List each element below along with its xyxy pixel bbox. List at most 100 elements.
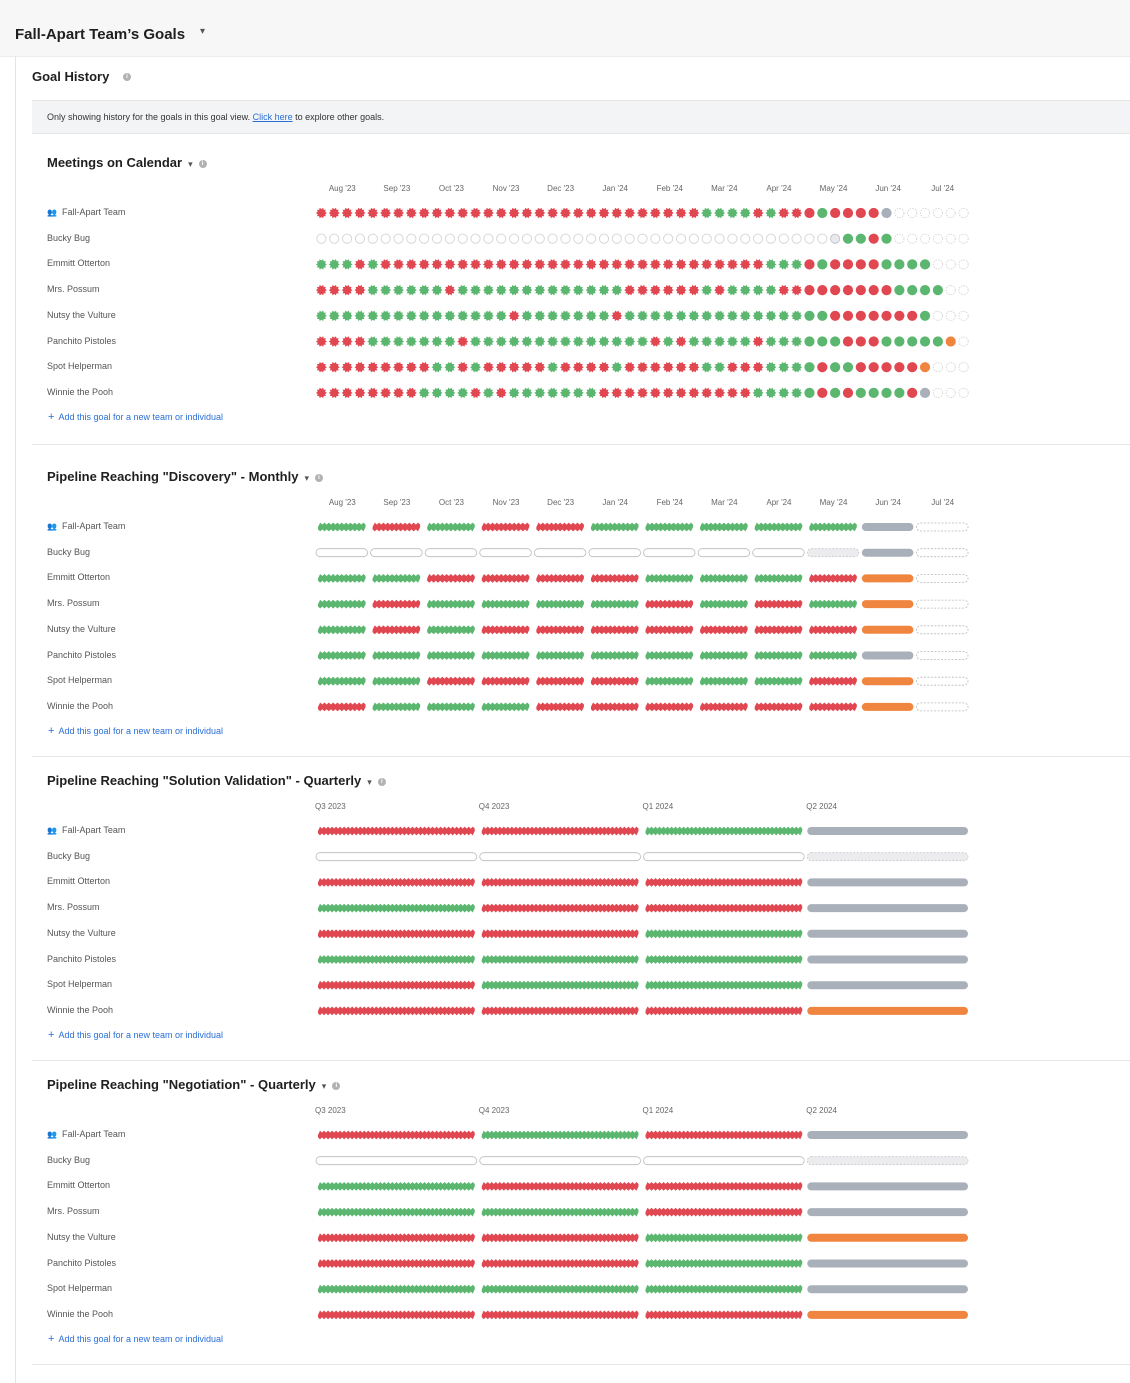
week-status-dot[interactable] — [611, 310, 623, 322]
quarter-status-bar[interactable] — [645, 903, 803, 913]
week-status-dot[interactable] — [791, 259, 803, 270]
week-status-dot[interactable] — [675, 207, 687, 219]
week-status-dot[interactable] — [624, 387, 636, 399]
week-status-dot[interactable] — [752, 361, 764, 373]
week-status-dot[interactable] — [842, 387, 854, 398]
month-status-bar[interactable] — [916, 676, 969, 686]
week-status-dot[interactable] — [688, 259, 700, 270]
month-status-bar[interactable] — [809, 651, 857, 660]
week-status-dot[interactable] — [637, 336, 648, 347]
add-goal-link[interactable]: + Add this goal for a new team or individ… — [48, 1333, 223, 1345]
week-status-dot[interactable] — [444, 336, 456, 347]
row-label[interactable]: Nutsy the Vulture — [47, 310, 116, 320]
week-status-dot[interactable] — [521, 284, 533, 296]
week-status-dot[interactable] — [958, 233, 969, 244]
week-status-dot[interactable] — [778, 233, 789, 244]
week-status-dot[interactable] — [598, 361, 610, 373]
week-status-dot[interactable] — [431, 310, 443, 322]
week-status-dot[interactable] — [572, 361, 584, 373]
week-status-dot[interactable] — [765, 284, 777, 296]
week-status-dot[interactable] — [932, 310, 943, 321]
month-status-bar[interactable] — [427, 574, 475, 583]
week-status-dot[interactable] — [675, 284, 687, 296]
week-status-dot[interactable] — [495, 284, 507, 296]
week-status-dot[interactable] — [521, 361, 533, 373]
week-status-dot[interactable] — [508, 284, 520, 296]
week-status-dot[interactable] — [342, 233, 353, 244]
month-status-bar[interactable] — [754, 651, 803, 660]
week-status-dot[interactable] — [406, 233, 417, 244]
week-status-dot[interactable] — [842, 259, 854, 270]
week-status-dot[interactable] — [315, 259, 327, 270]
week-status-dot[interactable] — [431, 361, 443, 373]
week-status-dot[interactable] — [559, 387, 571, 399]
week-status-dot[interactable] — [521, 259, 533, 270]
row-label[interactable]: Winnie the Pooh — [47, 1309, 113, 1319]
quarter-status-bar[interactable] — [643, 852, 805, 862]
week-status-dot[interactable] — [649, 259, 661, 270]
week-status-dot[interactable] — [830, 259, 841, 270]
week-status-dot[interactable] — [367, 387, 379, 399]
quarter-status-bar[interactable] — [645, 1207, 803, 1217]
week-status-dot[interactable] — [470, 259, 482, 270]
week-status-dot[interactable] — [714, 387, 726, 399]
month-status-bar[interactable] — [536, 599, 584, 609]
week-status-dot[interactable] — [701, 284, 713, 296]
row-label[interactable]: Panchito Pistoles — [47, 1258, 116, 1268]
row-label[interactable]: Nutsy the Vulture — [47, 1232, 116, 1242]
month-status-bar[interactable] — [536, 676, 584, 686]
week-status-dot[interactable] — [585, 361, 597, 373]
week-status-dot[interactable] — [559, 207, 571, 219]
quarter-status-bar[interactable] — [807, 1285, 968, 1294]
week-status-dot[interactable] — [534, 207, 546, 219]
week-status-dot[interactable] — [842, 336, 854, 347]
week-status-dot[interactable] — [830, 207, 841, 219]
week-status-dot[interactable] — [444, 259, 456, 270]
week-status-dot[interactable] — [392, 259, 404, 270]
week-status-dot[interactable] — [752, 336, 764, 347]
row-label[interactable]: Mrs. Possum — [47, 902, 100, 912]
week-status-dot[interactable] — [457, 310, 469, 322]
chevron-down-icon[interactable]: ▾ — [321, 1081, 327, 1091]
week-status-dot[interactable] — [714, 336, 726, 347]
week-status-dot[interactable] — [418, 336, 430, 347]
week-status-dot[interactable] — [367, 361, 379, 373]
week-status-dot[interactable] — [907, 233, 918, 244]
week-status-dot[interactable] — [919, 259, 931, 270]
quarter-status-bar[interactable] — [806, 1156, 969, 1166]
week-status-dot[interactable] — [778, 207, 790, 219]
week-status-dot[interactable] — [572, 259, 584, 270]
week-status-dot[interactable] — [778, 259, 790, 270]
quarter-status-bar[interactable] — [318, 1130, 475, 1140]
week-status-dot[interactable] — [778, 387, 790, 399]
row-label[interactable]: Winnie the Pooh — [47, 387, 113, 397]
week-status-dot[interactable] — [662, 310, 674, 322]
week-status-dot[interactable] — [585, 387, 597, 399]
week-status-dot[interactable] — [907, 207, 918, 219]
week-status-dot[interactable] — [881, 259, 892, 270]
week-status-dot[interactable] — [496, 233, 507, 244]
week-status-dot[interactable] — [482, 336, 494, 347]
week-status-dot[interactable] — [714, 284, 726, 296]
week-status-dot[interactable] — [791, 336, 803, 347]
week-status-dot[interactable] — [919, 362, 931, 373]
week-status-dot[interactable] — [958, 336, 969, 347]
week-status-dot[interactable] — [495, 336, 507, 347]
week-status-dot[interactable] — [945, 207, 956, 219]
week-status-dot[interactable] — [830, 362, 841, 373]
week-status-dot[interactable] — [508, 259, 520, 270]
month-status-bar[interactable] — [372, 651, 421, 660]
week-status-dot[interactable] — [907, 259, 918, 270]
month-status-bar[interactable] — [372, 676, 421, 686]
add-goal-link[interactable]: + Add this goal for a new team or individ… — [48, 1029, 223, 1041]
month-status-bar[interactable] — [916, 599, 969, 609]
week-status-dot[interactable] — [534, 310, 546, 322]
week-status-dot[interactable] — [649, 387, 661, 399]
week-status-dot[interactable] — [547, 310, 559, 322]
week-status-dot[interactable] — [457, 284, 469, 296]
week-status-dot[interactable] — [341, 361, 353, 373]
week-status-dot[interactable] — [791, 233, 802, 244]
week-status-dot[interactable] — [392, 207, 404, 219]
week-status-dot[interactable] — [701, 207, 713, 219]
week-status-dot[interactable] — [804, 387, 815, 398]
